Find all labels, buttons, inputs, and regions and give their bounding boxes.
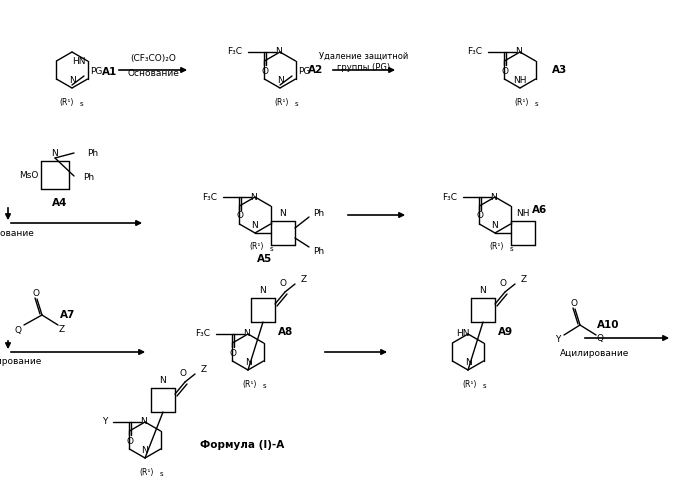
Text: Удаление защитной: Удаление защитной bbox=[319, 52, 408, 60]
Text: Q: Q bbox=[14, 326, 22, 334]
Text: F₃C: F₃C bbox=[202, 192, 217, 202]
Text: N: N bbox=[51, 149, 58, 158]
Text: группы (PG): группы (PG) bbox=[337, 62, 391, 72]
Text: (R¹): (R¹) bbox=[275, 98, 289, 106]
Text: (R¹): (R¹) bbox=[250, 242, 264, 252]
Text: (R¹): (R¹) bbox=[515, 98, 529, 106]
Text: A2: A2 bbox=[308, 65, 323, 75]
Text: PG: PG bbox=[90, 68, 102, 76]
Text: F₃C: F₃C bbox=[442, 192, 457, 202]
Text: HN: HN bbox=[72, 56, 86, 66]
Text: NH: NH bbox=[513, 76, 527, 85]
Text: Q: Q bbox=[596, 334, 604, 344]
Text: Z: Z bbox=[521, 276, 527, 284]
Text: N: N bbox=[480, 286, 486, 295]
Text: N: N bbox=[491, 221, 498, 230]
Text: Ацилирование: Ацилирование bbox=[560, 348, 629, 358]
Text: HN: HN bbox=[456, 330, 470, 338]
Text: N: N bbox=[280, 209, 287, 218]
Text: N: N bbox=[140, 418, 147, 426]
Text: s: s bbox=[295, 101, 299, 107]
Text: PG: PG bbox=[298, 68, 310, 76]
Text: Z: Z bbox=[201, 366, 207, 374]
Text: O: O bbox=[180, 370, 187, 378]
Text: O: O bbox=[279, 280, 287, 288]
Text: (R¹): (R¹) bbox=[490, 242, 504, 252]
Text: O: O bbox=[32, 288, 39, 298]
Text: Z: Z bbox=[59, 324, 65, 334]
Text: MsO: MsO bbox=[19, 170, 38, 179]
Text: NH: NH bbox=[516, 209, 530, 218]
Text: Ph: Ph bbox=[313, 246, 324, 256]
Text: Ph: Ph bbox=[83, 174, 94, 182]
Text: N: N bbox=[260, 286, 266, 295]
Text: N: N bbox=[245, 358, 251, 367]
Text: Ph: Ph bbox=[313, 208, 324, 218]
Text: N: N bbox=[69, 76, 76, 85]
Text: F₃C: F₃C bbox=[227, 48, 242, 56]
Text: A6: A6 bbox=[533, 205, 548, 215]
Text: A8: A8 bbox=[279, 327, 293, 337]
Text: N: N bbox=[464, 358, 471, 367]
Text: Формула (I)-A: Формула (I)-A bbox=[200, 440, 284, 450]
Text: Основание: Основание bbox=[127, 68, 179, 78]
Text: s: s bbox=[160, 471, 164, 477]
Text: O: O bbox=[502, 66, 508, 76]
Text: A10: A10 bbox=[597, 320, 619, 330]
Text: O: O bbox=[571, 298, 577, 308]
Text: s: s bbox=[483, 383, 487, 389]
Text: Ph: Ph bbox=[87, 148, 98, 158]
Text: F₃C: F₃C bbox=[195, 330, 210, 338]
Text: O: O bbox=[237, 212, 243, 220]
Text: N: N bbox=[515, 48, 522, 56]
Text: s: s bbox=[80, 101, 84, 107]
Text: A9: A9 bbox=[498, 327, 514, 337]
Text: s: s bbox=[535, 101, 539, 107]
Text: (R¹): (R¹) bbox=[59, 98, 74, 106]
Text: O: O bbox=[262, 66, 268, 76]
Text: Y: Y bbox=[101, 418, 107, 426]
Text: (R¹): (R¹) bbox=[463, 380, 477, 388]
Text: s: s bbox=[270, 246, 274, 252]
Text: (R¹): (R¹) bbox=[140, 468, 154, 476]
Text: Z: Z bbox=[301, 276, 307, 284]
Text: N: N bbox=[250, 192, 257, 202]
Text: (R¹): (R¹) bbox=[243, 380, 257, 388]
Text: N: N bbox=[160, 376, 166, 385]
Text: O: O bbox=[126, 436, 133, 446]
Text: (CF₃CO)₂O: (CF₃CO)₂O bbox=[130, 54, 176, 64]
Text: O: O bbox=[500, 280, 506, 288]
Text: N: N bbox=[251, 221, 258, 230]
Text: A5: A5 bbox=[258, 254, 272, 264]
Text: A7: A7 bbox=[60, 310, 76, 320]
Text: F₃C: F₃C bbox=[467, 48, 482, 56]
Text: O: O bbox=[229, 348, 237, 358]
Text: N: N bbox=[276, 76, 283, 85]
Text: Основание: Основание bbox=[0, 228, 34, 237]
Text: A1: A1 bbox=[102, 67, 117, 77]
Text: A3: A3 bbox=[552, 65, 567, 75]
Text: s: s bbox=[510, 246, 514, 252]
Text: Y: Y bbox=[555, 336, 560, 344]
Text: O: O bbox=[477, 212, 483, 220]
Text: s: s bbox=[263, 383, 266, 389]
Text: Ацилирование: Ацилирование bbox=[0, 358, 43, 366]
Text: N: N bbox=[275, 48, 282, 56]
Text: N: N bbox=[243, 330, 250, 338]
Text: N: N bbox=[490, 192, 497, 202]
Text: N: N bbox=[142, 446, 148, 455]
Text: A4: A4 bbox=[52, 198, 68, 208]
